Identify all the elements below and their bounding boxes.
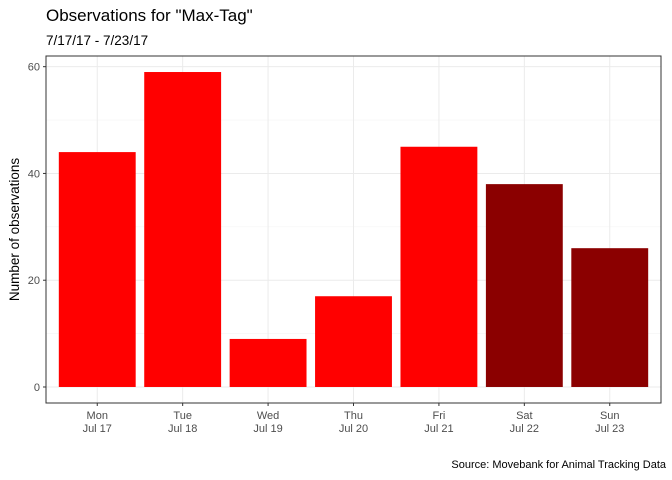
x-tick-label: Sat Jul 22 (510, 410, 539, 435)
y-tick-label: 20 (28, 275, 40, 287)
x-tick-label: Wed Jul 19 (253, 410, 282, 435)
x-tick-label: Tue Jul 18 (168, 410, 197, 435)
bar-fri (400, 146, 478, 387)
chart-subtitle: 7/17/17 - 7/23/17 (46, 33, 149, 48)
bars (58, 72, 649, 387)
x-tick-label: Mon Jul 17 (83, 410, 112, 435)
bar-sun (571, 248, 649, 387)
bar-sat (485, 184, 563, 387)
y-tick-label: 60 (28, 62, 40, 74)
x-tick-label: Thu Jul 20 (339, 410, 368, 435)
chart-caption: Source: Movebank for Animal Tracking Dat… (451, 459, 666, 471)
y-tick-label: 0 (34, 382, 40, 394)
x-axis: Mon Jul 17 Tue Jul 18 Wed Jul 19 Thu Jul 20 Fri J… (83, 403, 624, 435)
bar-wed (229, 338, 307, 387)
y-axis-title: Number of observations (7, 158, 22, 302)
chart-title: Observations for "Max-Tag" (46, 6, 253, 25)
y-axis: 0 20 40 60 (28, 62, 46, 394)
x-tick-label: Sun Jul 23 (595, 410, 624, 435)
x-tick-label: Fri Jul 21 (424, 410, 453, 435)
bar-mon (58, 152, 136, 387)
bar-thu (315, 296, 392, 387)
y-tick-label: 40 (28, 168, 40, 180)
bar-tue (144, 72, 222, 387)
